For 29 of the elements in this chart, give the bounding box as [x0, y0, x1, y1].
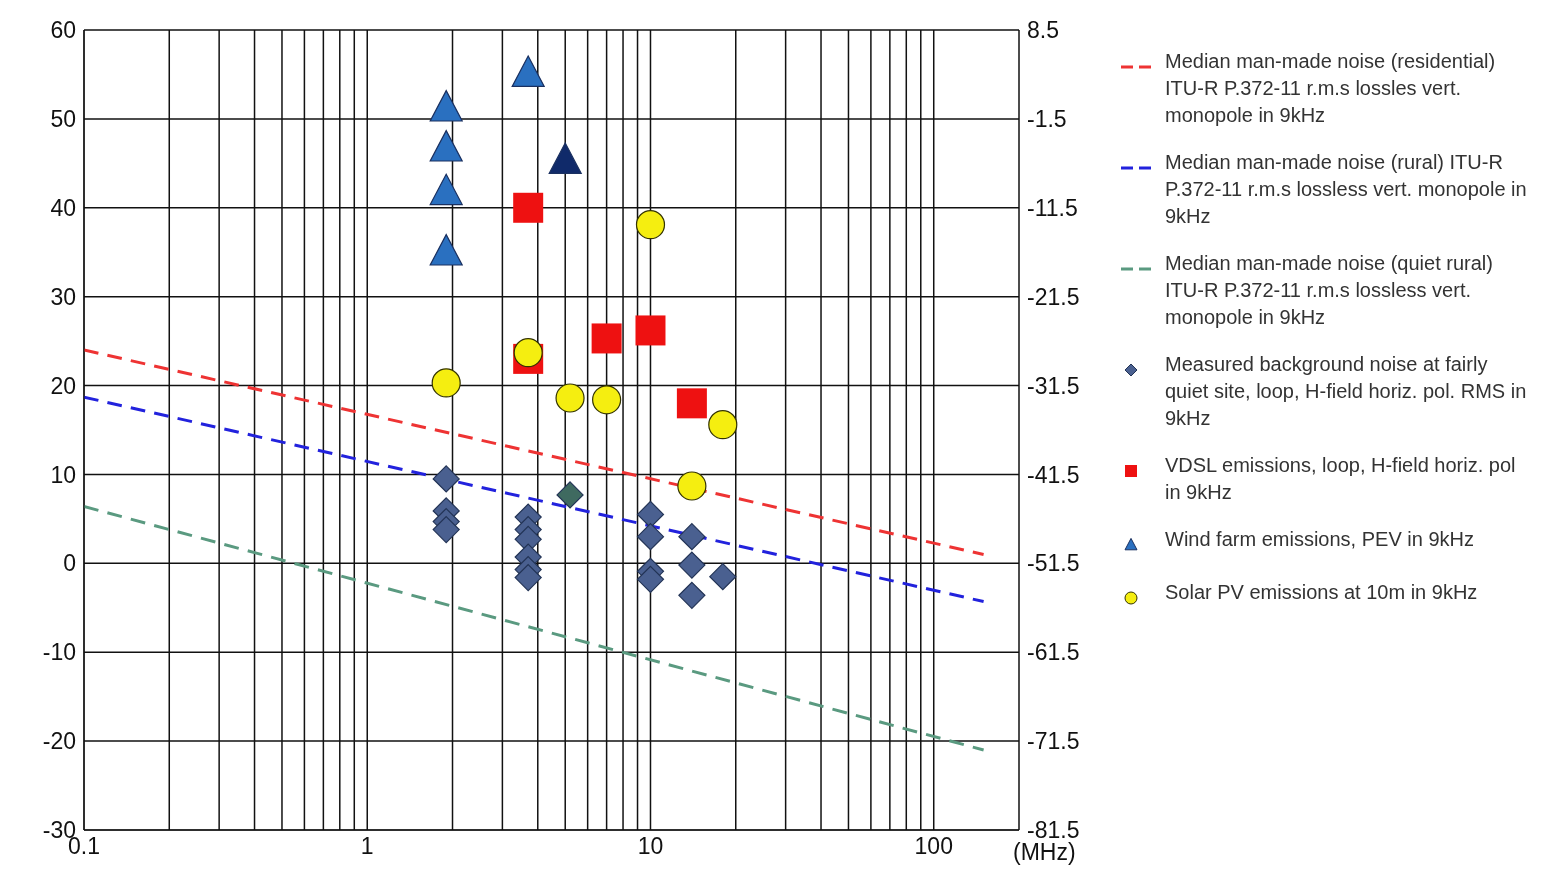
- y2-tick-label: -11.5: [1027, 194, 1078, 221]
- legend-label: Wind farm emissions, PEV in 9kHz: [1165, 527, 1474, 552]
- y2-tick-label: -21.5: [1027, 283, 1080, 310]
- legend-label: Median man-made noise (quiet rural) ITU-R P.372-11 r.m.s lossless vert. monopole in 9kHz: [1165, 251, 1494, 330]
- y2-tick-label: -71.5: [1027, 728, 1080, 755]
- y2-tick-label: -31.5: [1027, 372, 1080, 399]
- y-tick-label: 20: [50, 372, 76, 399]
- y2-tick-label: 8.5: [1027, 17, 1059, 44]
- y-tick-label: -10: [42, 639, 76, 666]
- x-axis-title: (MHz): [1013, 839, 1076, 865]
- legend-label: Solar PV emissions at 10m in 9kHz: [1165, 580, 1478, 605]
- x-tick-label: 1: [360, 833, 374, 860]
- legend-label: Measured background noise at fairly quiet site, loop, H-field horiz. pol. RMS in 9kHz: [1165, 352, 1528, 431]
- y2-tick-label: -1.5: [1027, 106, 1067, 133]
- y-tick-label: 10: [50, 461, 76, 488]
- y-tick-label: 50: [50, 106, 76, 133]
- y-tick-label: 40: [50, 194, 76, 221]
- y2-tick-label: -61.5: [1027, 639, 1080, 666]
- y-tick-label: 30: [50, 283, 76, 310]
- y2-tick-label: -41.5: [1027, 461, 1080, 488]
- y-tick-label: -20: [42, 728, 76, 755]
- legend-label: VDSL emissions, loop, H-field horiz. pol in 9kHz: [1165, 453, 1517, 505]
- legend-label: Median man-made noise (rural) ITU-R P.372-11 r.m.s lossless vert. monopole in 9kHz: [1165, 150, 1528, 229]
- x-tick-label: 100: [914, 833, 953, 860]
- x-tick-label: 10: [637, 833, 664, 860]
- y-tick-label: 0: [63, 550, 76, 577]
- y2-tick-label: -51.5: [1027, 550, 1080, 577]
- y-tick-label: 60: [50, 17, 76, 44]
- legend-label: Median man-made noise (residential) ITU-R P.372-11 r.m.s lossles vert. monopole in 9kHz: [1165, 49, 1497, 128]
